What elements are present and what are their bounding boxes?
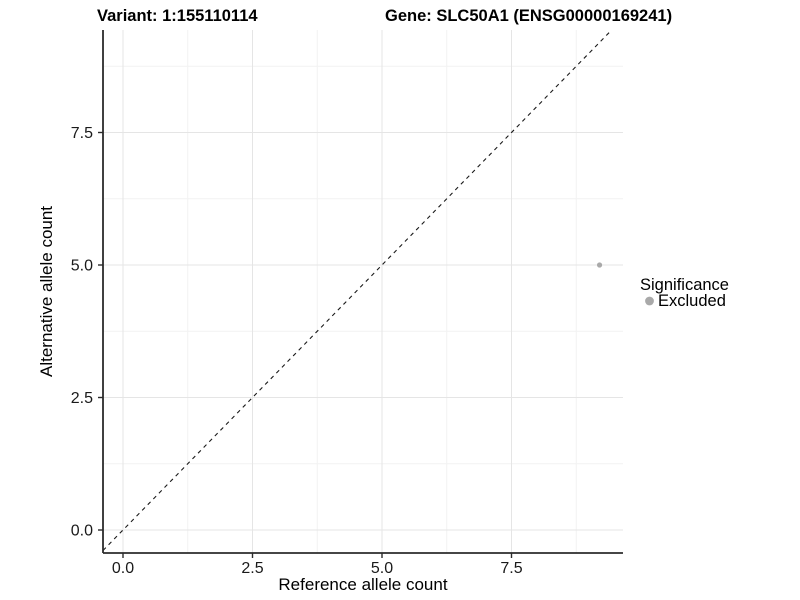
legend-title: Significance: [640, 276, 729, 294]
y-tick-label: 7.5: [71, 125, 93, 142]
legend: Significance Excluded: [640, 276, 729, 310]
x-tick-label: 0.0: [112, 560, 134, 577]
tick-marks: [98, 131, 513, 559]
legend-key-excluded-icon: [645, 296, 654, 306]
gridlines-major: [103, 29, 623, 554]
y-tick-label: 2.5: [71, 390, 93, 407]
tick-labels: 0.0 2.5 5.0 7.5 0.0 2.5 5.0 7.5: [71, 125, 523, 577]
axis-lines: [102, 29, 623, 554]
x-tick-label: 7.5: [500, 560, 522, 577]
legend-label-excluded: Excluded: [658, 292, 726, 310]
x-tick-label: 5.0: [371, 560, 393, 577]
plot-title-variant: Variant: 1:155110114: [97, 7, 258, 25]
gridlines-minor: [103, 29, 623, 554]
data-point-excluded: [596, 262, 603, 268]
plot-title-gene: Gene: SLC50A1 (ENSG00000169241): [385, 7, 672, 25]
y-tick-label: 0.0: [71, 523, 93, 540]
x-axis-title: Reference allele count: [278, 575, 447, 594]
data-points: [596, 262, 603, 268]
y-tick-label: 5.0: [71, 258, 93, 275]
y-axis-title: Alternative allele count: [37, 206, 56, 377]
x-tick-label: 2.5: [241, 560, 263, 577]
identity-line: [102, 29, 613, 551]
